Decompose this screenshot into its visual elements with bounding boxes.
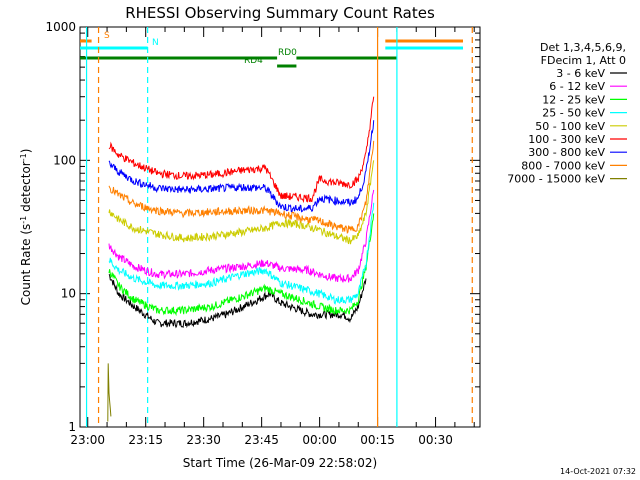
- legend-header-line-2: FDecim 1, Att 0: [541, 54, 626, 67]
- series-line-7000-15000-kev: [107, 363, 112, 422]
- legend-entry-label: 50 - 100 keV: [535, 120, 605, 133]
- series-line-6-12-kev: [108, 189, 375, 284]
- flag-label-rd0: RD0: [278, 48, 297, 58]
- legend: Det 1,3,4,5,6,9, FDecim 1, Att 0: [540, 41, 626, 67]
- y-axis-label-sup2: -1: [19, 153, 28, 161]
- chart-title: RHESSI Observing Summary Count Rates: [125, 4, 435, 22]
- flag-label-n: N: [152, 38, 159, 48]
- series-line-800-7000-kev: [108, 140, 375, 234]
- y-tick-label: 1000: [45, 20, 76, 34]
- y-tick-label: 1: [68, 420, 76, 434]
- flag-label-rd4: RD4: [244, 56, 263, 66]
- flag-label-s: S: [104, 31, 110, 41]
- legend-entry-label: 3 - 6 keV: [556, 67, 605, 80]
- series-line-3-6-kev: [108, 273, 367, 329]
- plot-frame: [79, 26, 481, 428]
- series-line-25-50-kev: [108, 202, 375, 305]
- legend-header-line-1: Det 1,3,4,5,6,9,: [540, 41, 626, 54]
- x-tick-label: 23:45: [244, 433, 279, 447]
- y-axis-label-sup1: -1: [19, 216, 28, 224]
- y-axis-label-prefix: Count Rate (s: [19, 224, 33, 306]
- series-line-100-300-kev: [108, 96, 375, 204]
- legend-entry-label: 300 - 800 keV: [528, 146, 605, 159]
- legend-entry-label: 25 - 50 keV: [542, 107, 605, 120]
- series-line-12-25-kev: [108, 213, 375, 317]
- footer-date: 14-Oct-2021 07:32: [560, 467, 636, 476]
- legend-entry-label: 7000 - 15000 keV: [507, 173, 605, 186]
- series-line-300-800-kev: [108, 120, 375, 213]
- y-tick-label: 100: [53, 153, 76, 167]
- y-axis-label-suffix: ): [19, 149, 33, 154]
- y-axis-label: Count Rate (s-1 detector-1): [19, 149, 34, 306]
- x-tick-label: 00:15: [360, 433, 395, 447]
- svg-text:Count Rate (s-1 detector-1): Count Rate (s-1 detector-1): [19, 149, 34, 306]
- legend-entry-label: 6 - 12 keV: [549, 80, 605, 93]
- x-tick-label: 23:00: [70, 433, 105, 447]
- x-tick-label: 00:30: [418, 433, 453, 447]
- y-axis-label-mid: detector: [19, 161, 33, 216]
- series-line-50-100-kev: [108, 160, 375, 245]
- x-axis-label: Start Time (26-Mar-09 22:58:02): [183, 456, 377, 470]
- x-tick-label: 23:30: [186, 433, 221, 447]
- legend-entry-label: 12 - 25 keV: [542, 93, 605, 106]
- x-tick-label: 00:00: [302, 433, 337, 447]
- y-tick-label: 10: [61, 287, 76, 301]
- legend-entry-label: 100 - 300 keV: [528, 133, 605, 146]
- legend-entry-label: 800 - 7000 keV: [521, 159, 605, 172]
- x-tick-label: 23:15: [128, 433, 163, 447]
